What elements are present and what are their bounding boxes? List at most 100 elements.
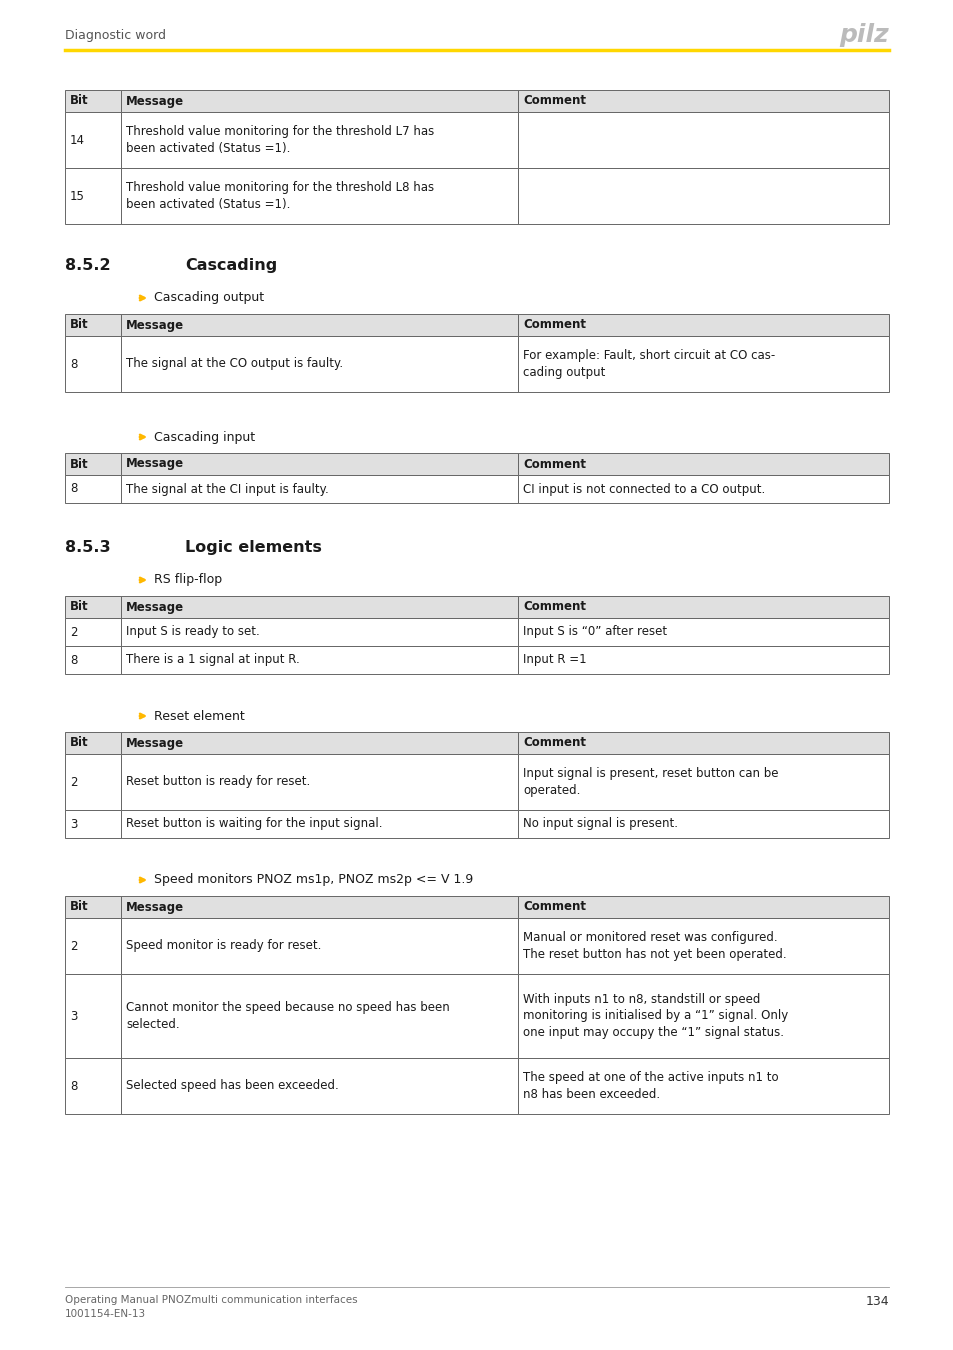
Text: Cascading input: Cascading input (153, 431, 254, 444)
Text: Reset button is waiting for the input signal.: Reset button is waiting for the input si… (126, 818, 382, 830)
Text: Message: Message (126, 601, 184, 613)
Text: Threshold value monitoring for the threshold L8 has
been activated (Status =1).: Threshold value monitoring for the thres… (126, 181, 434, 211)
Text: 8: 8 (70, 482, 77, 495)
Text: 8: 8 (70, 653, 77, 667)
Bar (65, 475, 121, 504)
Bar (121, 454, 517, 475)
Bar (65, 595, 121, 618)
Bar (121, 475, 517, 504)
Bar (121, 973, 517, 1058)
Bar (65, 918, 121, 973)
Text: 3: 3 (70, 1010, 77, 1022)
Text: 2: 2 (70, 940, 77, 953)
Text: Bit: Bit (70, 737, 89, 749)
Text: Reset button is ready for reset.: Reset button is ready for reset. (126, 775, 310, 788)
Text: 2: 2 (70, 775, 77, 788)
Bar (121, 647, 517, 674)
Bar (517, 595, 888, 618)
Bar (65, 167, 121, 224)
Text: 14: 14 (70, 134, 85, 147)
Bar (65, 732, 121, 755)
Text: There is a 1 signal at input R.: There is a 1 signal at input R. (126, 653, 299, 667)
Bar (121, 90, 517, 112)
Text: Bit: Bit (70, 458, 89, 471)
Bar (65, 896, 121, 918)
Bar (121, 618, 517, 647)
Bar (517, 810, 888, 838)
Bar (121, 732, 517, 755)
Bar (121, 810, 517, 838)
Text: 8: 8 (70, 358, 77, 370)
Bar (517, 112, 888, 167)
Text: Input R =1: Input R =1 (522, 653, 586, 667)
Text: 134: 134 (864, 1295, 888, 1308)
Text: Comment: Comment (522, 458, 585, 471)
Text: 8: 8 (70, 1080, 77, 1092)
Text: Comment: Comment (522, 900, 585, 914)
Text: 8.5.2: 8.5.2 (65, 258, 111, 273)
Bar (517, 1058, 888, 1114)
Bar (65, 90, 121, 112)
Text: Message: Message (126, 458, 184, 471)
Text: Manual or monitored reset was configured.
The reset button has not yet been oper: Manual or monitored reset was configured… (522, 931, 786, 961)
Text: Message: Message (126, 737, 184, 749)
Bar (121, 315, 517, 336)
Bar (517, 336, 888, 391)
Text: Threshold value monitoring for the threshold L7 has
been activated (Status =1).: Threshold value monitoring for the thres… (126, 126, 434, 155)
Bar (517, 732, 888, 755)
Text: Cannot monitor the speed because no speed has been
selected.: Cannot monitor the speed because no spee… (126, 1002, 449, 1031)
Text: Input S is ready to set.: Input S is ready to set. (126, 625, 259, 639)
Text: Bit: Bit (70, 601, 89, 613)
Text: Bit: Bit (70, 900, 89, 914)
Bar (65, 755, 121, 810)
Text: Speed monitor is ready for reset.: Speed monitor is ready for reset. (126, 940, 321, 953)
Bar (121, 918, 517, 973)
Bar (121, 336, 517, 391)
Bar (65, 647, 121, 674)
Text: Input signal is present, reset button can be
operated.: Input signal is present, reset button ca… (522, 767, 778, 796)
Text: Bit: Bit (70, 319, 89, 332)
Text: For example: Fault, short circuit at CO cas-
cading output: For example: Fault, short circuit at CO … (522, 350, 775, 379)
Bar (517, 167, 888, 224)
Text: The speed at one of the active inputs n1 to
n8 has been exceeded.: The speed at one of the active inputs n1… (522, 1072, 778, 1100)
Text: Cascading output: Cascading output (153, 292, 264, 305)
Text: Comment: Comment (522, 319, 585, 332)
Text: 15: 15 (70, 189, 85, 202)
Text: 3: 3 (70, 818, 77, 830)
Text: pilz: pilz (839, 23, 888, 47)
Text: Logic elements: Logic elements (185, 540, 321, 555)
Text: 8.5.3: 8.5.3 (65, 540, 111, 555)
Text: Selected speed has been exceeded.: Selected speed has been exceeded. (126, 1080, 338, 1092)
Text: The signal at the CO output is faulty.: The signal at the CO output is faulty. (126, 358, 343, 370)
Text: Comment: Comment (522, 601, 585, 613)
Text: Cascading: Cascading (185, 258, 277, 273)
Bar (121, 595, 517, 618)
Bar (517, 618, 888, 647)
Text: Input S is “0” after reset: Input S is “0” after reset (522, 625, 667, 639)
Text: Diagnostic word: Diagnostic word (65, 28, 166, 42)
Bar (65, 1058, 121, 1114)
Bar (121, 896, 517, 918)
Text: With inputs n1 to n8, standstill or speed
monitoring is initialised by a “1” sig: With inputs n1 to n8, standstill or spee… (522, 994, 787, 1040)
Text: Message: Message (126, 95, 184, 108)
Bar (121, 755, 517, 810)
Text: Speed monitors PNOZ ms1p, PNOZ ms2p <= V 1.9: Speed monitors PNOZ ms1p, PNOZ ms2p <= V… (153, 873, 473, 887)
Bar (121, 1058, 517, 1114)
Bar (517, 918, 888, 973)
Bar (517, 475, 888, 504)
Text: Operating Manual PNOZmulti communication interfaces
1001154-EN-13: Operating Manual PNOZmulti communication… (65, 1295, 357, 1319)
Bar (517, 454, 888, 475)
Text: Message: Message (126, 319, 184, 332)
Text: Comment: Comment (522, 737, 585, 749)
Text: Bit: Bit (70, 95, 89, 108)
Bar (517, 647, 888, 674)
Bar (517, 315, 888, 336)
Bar (517, 896, 888, 918)
Text: RS flip-flop: RS flip-flop (153, 574, 222, 586)
Text: No input signal is present.: No input signal is present. (522, 818, 678, 830)
Bar (517, 973, 888, 1058)
Bar (121, 112, 517, 167)
Text: Comment: Comment (522, 95, 585, 108)
Bar (65, 112, 121, 167)
Bar (65, 810, 121, 838)
